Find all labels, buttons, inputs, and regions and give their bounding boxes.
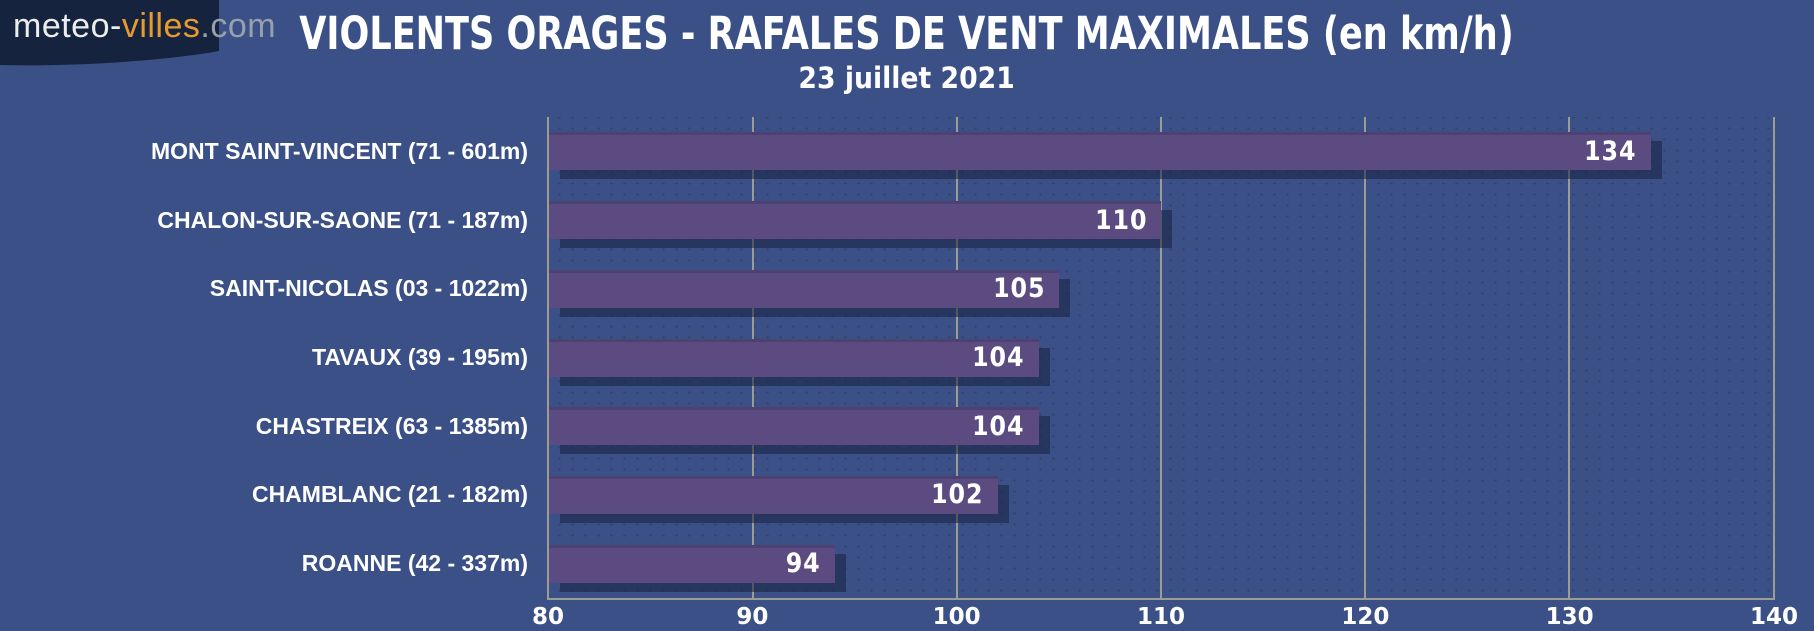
bar-value: 134 xyxy=(1584,135,1637,167)
category-label: CHASTREIX (63 - 1385m) xyxy=(255,412,528,439)
logo-text-com: .com xyxy=(200,7,277,45)
plot-area: 134 110 105 104 104 102 94 xyxy=(547,117,1775,600)
category-label: SAINT-NICOLAS (03 - 1022m) xyxy=(209,275,528,302)
chart-subtitle-container: 23 juillet 2021 xyxy=(0,61,1814,95)
category-label-row: TAVAUX (39 - 195m) xyxy=(0,323,528,392)
x-tick-label-100: 100 xyxy=(932,604,981,630)
category-label: TAVAUX (39 - 195m) xyxy=(312,344,528,371)
chart-title-container: VIOLENTS ORAGES - RAFALES DE VENT MAXIMA… xyxy=(0,8,1814,60)
bar-row: 110 xyxy=(549,186,1773,255)
category-label-row: CHALON-SUR-SAONE (71 - 187m) xyxy=(0,186,528,255)
category-label: CHAMBLANC (21 - 182m) xyxy=(251,481,528,508)
gridline-130 xyxy=(1567,117,1570,598)
bar-value: 104 xyxy=(972,342,1025,374)
bar-value: 94 xyxy=(785,548,821,580)
bar-3: 105 xyxy=(549,269,1059,308)
category-label-row: CHAMBLANC (21 - 182m) xyxy=(0,461,528,530)
gridline-120 xyxy=(1364,117,1366,598)
x-axis-tick-labels: 80 90 100 110 120 130 140 xyxy=(532,604,1798,631)
category-label-row: ROANNE (42 - 337m) xyxy=(0,529,528,598)
bar-4: 104 xyxy=(549,338,1039,377)
logo-background-swoosh xyxy=(0,0,219,66)
x-tick-label-120: 120 xyxy=(1341,604,1390,630)
bar-2: 110 xyxy=(549,201,1161,240)
chart-title: VIOLENTS ORAGES - RAFALES DE VENT MAXIMA… xyxy=(299,7,1515,60)
category-label-row: SAINT-NICOLAS (03 - 1022m) xyxy=(0,254,528,323)
logo-text-villes: villes xyxy=(121,7,201,45)
category-label: ROANNE (42 - 337m) xyxy=(301,550,528,577)
bar-row: 104 xyxy=(549,392,1773,461)
category-label: CHALON-SUR-SAONE (71 - 187m) xyxy=(157,206,528,233)
bar-7: 94 xyxy=(549,544,835,583)
x-tick-label-140: 140 xyxy=(1749,604,1799,630)
logo-text-meteo: meteo- xyxy=(13,7,122,45)
gridline-110 xyxy=(1160,117,1162,598)
bar-row: 134 xyxy=(549,117,1773,186)
bar-row: 105 xyxy=(549,254,1773,323)
bar-value: 105 xyxy=(992,273,1045,305)
bar-value: 102 xyxy=(931,479,984,511)
meteo-villes-logo: meteo-villes.com xyxy=(0,0,276,76)
bar-value: 110 xyxy=(1094,204,1147,236)
bar-1: 134 xyxy=(549,132,1651,171)
bar-6: 102 xyxy=(549,475,998,514)
bar-rows: 134 110 105 104 104 102 94 xyxy=(549,117,1773,598)
bar-5: 104 xyxy=(549,407,1039,446)
chart-subtitle: 23 juillet 2021 xyxy=(798,61,1016,95)
category-label-row: MONT SAINT-VINCENT (71 - 601m) xyxy=(0,117,528,186)
bar-row: 104 xyxy=(549,323,1773,392)
x-tick-label-130: 130 xyxy=(1545,604,1594,630)
bar-row: 94 xyxy=(549,529,1773,598)
x-tick-label-80: 80 xyxy=(531,604,565,630)
bar-value: 104 xyxy=(972,410,1025,442)
logo-text: meteo-villes.com xyxy=(13,7,276,46)
category-labels-column: MONT SAINT-VINCENT (71 - 601m) CHALON-SUR… xyxy=(0,117,528,598)
x-tick-label-110: 110 xyxy=(1136,604,1186,630)
category-label: MONT SAINT-VINCENT (71 - 601m) xyxy=(151,137,528,164)
bar-row: 102 xyxy=(549,461,1773,530)
category-label-row: CHASTREIX (63 - 1385m) xyxy=(0,392,528,461)
x-tick-label-90: 90 xyxy=(736,604,769,630)
